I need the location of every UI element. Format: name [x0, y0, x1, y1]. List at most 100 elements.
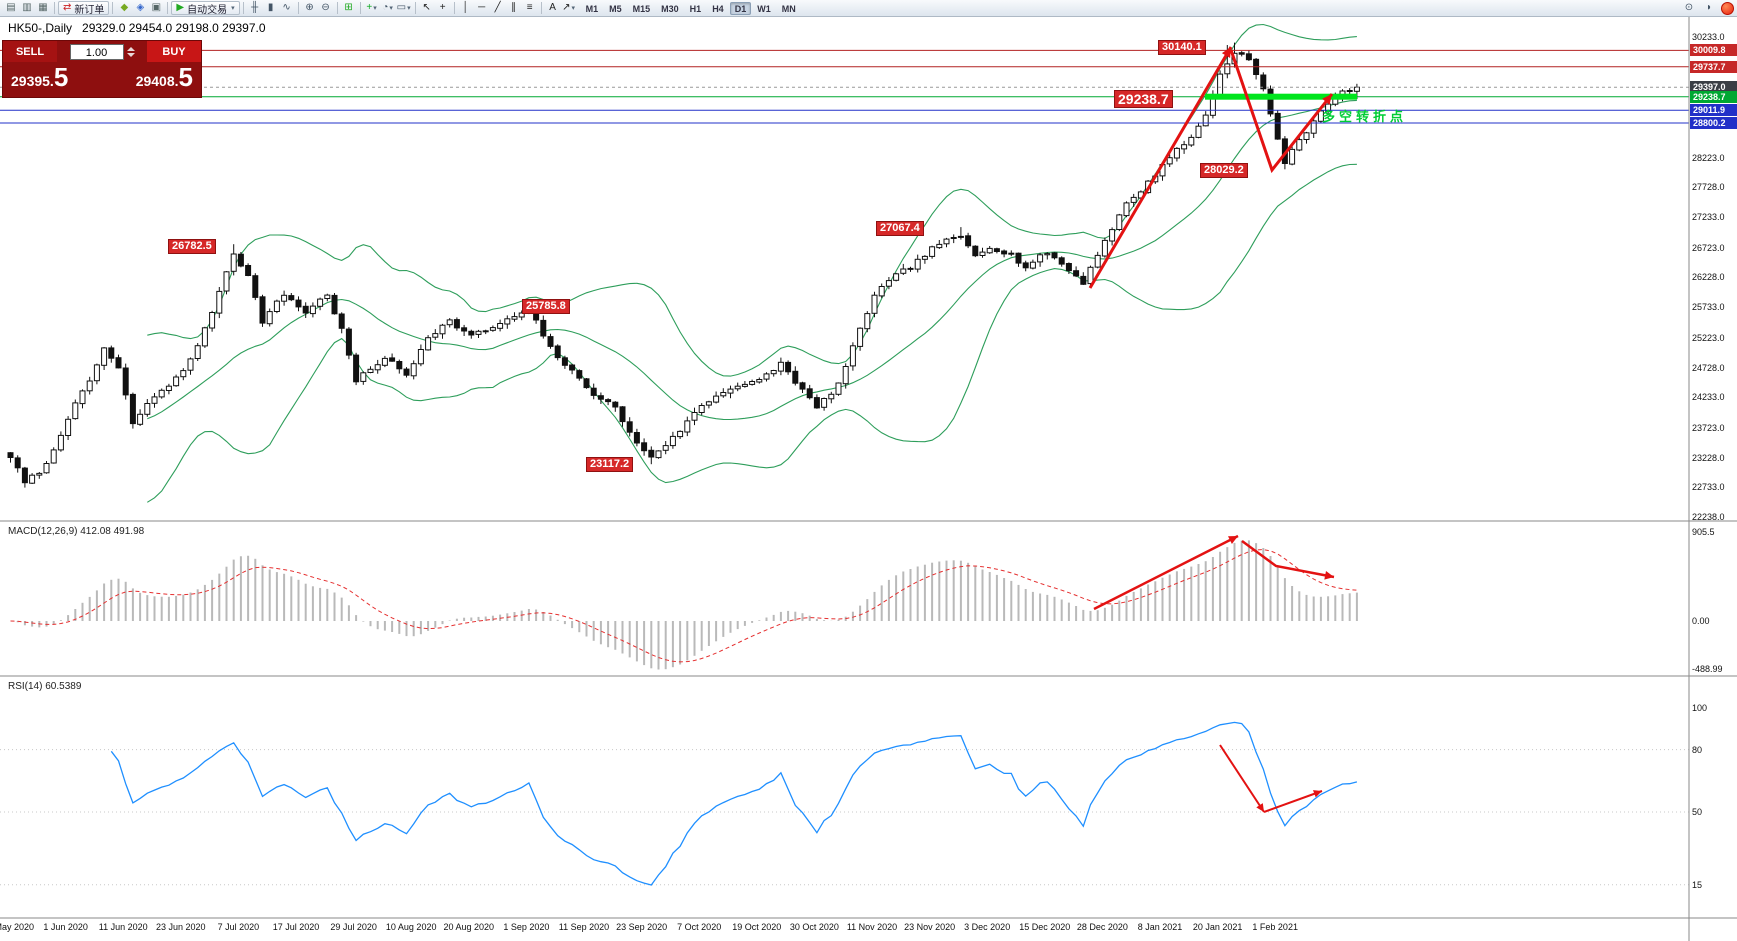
toolbar-separator	[359, 2, 361, 14]
arrows-tool-icon[interactable]: ↗ ▾	[561, 1, 577, 15]
market-watch-icon-glyph: ◈	[136, 2, 145, 13]
market-watch-icon[interactable]: ◈	[132, 1, 148, 15]
toolbar-separator	[112, 2, 114, 14]
buy-button[interactable]: BUY	[147, 41, 201, 62]
toolbar-icon-group: ▤ ▥ ▦ ⇄ 新订单 ◆ ◈ ▣ ▶ 自动交易 ▾ ╫ ▮ ∿ ⊕ ⊖ ⊞ + ▾ ◔ ▾ ▭ ▾ ↖ + │ ─ ╱ ∥ ≡ A ↗ ▾	[3, 1, 577, 16]
notification-badge[interactable]	[1721, 1, 1734, 15]
cursor-icon[interactable]: ↖	[419, 1, 435, 15]
trendline-icon-glyph: ╱	[494, 2, 501, 13]
volume-spinner[interactable]	[126, 46, 135, 57]
auto-trading-button[interactable]: ▶ 自动交易 ▾	[171, 1, 240, 16]
metaeditor-icon-glyph: ◆	[120, 2, 129, 13]
fibonacci-icon-glyph: ≡	[526, 2, 533, 13]
timeframe-button-m5[interactable]: M5	[609, 3, 622, 14]
toolbar-separator	[242, 2, 244, 14]
price-axis[interactable]	[1690, 17, 1737, 941]
volume-up-icon[interactable]	[126, 46, 135, 51]
profiles-icon-glyph: ▥	[22, 2, 32, 13]
chart-list-icon[interactable]: ▦	[35, 1, 51, 15]
auto-trading-glyph: ▶	[176, 2, 185, 13]
fibonacci-icon[interactable]: ≡	[522, 1, 538, 15]
toolbar-separator	[336, 2, 338, 14]
new-order-button[interactable]: ⇄ 新订单	[58, 1, 110, 16]
crosshair-icon[interactable]: +	[435, 1, 451, 15]
tile-windows-icon[interactable]: ⊞	[341, 1, 357, 15]
timeframe-button-d1[interactable]: D1	[729, 1, 752, 15]
periods-icon[interactable]: ◔ ▾	[380, 1, 396, 15]
templates-icon[interactable]: ▭ ▾	[396, 1, 412, 15]
text-tool-icon[interactable]: A	[545, 1, 561, 15]
toolbar-separator	[54, 2, 55, 14]
zoom-out-icon-glyph: ⊖	[321, 2, 330, 13]
chart-list-icon-glyph: ▦	[38, 2, 48, 13]
crosshair-icon-glyph: +	[439, 2, 446, 13]
zoom-in-icon-glyph: ⊕	[305, 2, 314, 13]
periods-icon-glyph: ◔	[382, 2, 389, 13]
timeframe-button-h1[interactable]: H1	[689, 3, 702, 14]
zoom-out-icon[interactable]: ⊖	[318, 1, 334, 15]
channel-icon[interactable]: ∥	[506, 1, 522, 15]
arrows-tool-icon-glyph: ↗	[562, 2, 571, 13]
toolbar: ▤ ▥ ▦ ⇄ 新订单 ◆ ◈ ▣ ▶ 自动交易 ▾ ╫ ▮ ∿ ⊕ ⊖ ⊞ + ▾ ◔ ▾ ▭ ▾ ↖ + │ ─ ╱ ∥ ≡ A ↗ ▾ M…	[0, 0, 1737, 17]
ohlc-values: 29329.0 29454.0 29198.0 29397.0	[82, 21, 266, 35]
tile-windows-icon-glyph: ⊞	[344, 2, 353, 13]
sell-button[interactable]: SELL	[3, 41, 57, 62]
chat-icon[interactable]: ◗	[1701, 1, 1717, 15]
metaeditor-icon[interactable]: ◆	[116, 1, 132, 15]
timeframe-button-h4[interactable]: H4	[712, 3, 724, 14]
timeframe-button-m15[interactable]: M15	[632, 3, 651, 14]
buy-price-main: 29408.	[135, 73, 179, 89]
vertical-line-icon-glyph: │	[462, 2, 469, 13]
line-chart-icon-glyph: ∿	[282, 2, 291, 13]
new-order-button-label: 新订单	[74, 4, 105, 16]
search-icon: ⊙	[1684, 2, 1694, 13]
volume-input[interactable]: 1.00	[69, 43, 124, 60]
chevron-down-icon[interactable]: ▾	[407, 5, 411, 12]
toolbar-separator	[167, 2, 169, 14]
sell-price-pips: 5	[53, 62, 69, 92]
timeframe-button-m1[interactable]: M1	[585, 3, 599, 14]
rsi-indicator-label: RSI(14) 60.5389	[8, 681, 82, 692]
templates-icon-glyph: ▭	[396, 2, 407, 13]
cursor-icon-glyph: ↖	[422, 2, 431, 13]
new-chart-icon-glyph: ▤	[6, 2, 16, 13]
candlestick-chart-icon-glyph: ▮	[267, 2, 274, 13]
chat-icon: ◗	[1705, 2, 1713, 13]
toolbar-separator	[453, 2, 455, 14]
candlestick-chart-icon[interactable]: ▮	[263, 1, 279, 15]
sell-price-main: 29395.	[11, 73, 54, 89]
chevron-down-icon[interactable]: ▾	[571, 5, 576, 12]
buy-price-pips: 5	[178, 62, 193, 92]
symbol-period-label: HK50-,Daily	[8, 21, 73, 35]
toolbar-separator	[414, 2, 416, 14]
chevron-down-icon[interactable]: ▾	[231, 5, 235, 12]
trendline-icon[interactable]: ╱	[490, 1, 506, 15]
auto-trading-button-label: 自动交易	[187, 4, 228, 16]
new-chart-icon[interactable]: ▤	[3, 1, 19, 15]
sell-price[interactable]: 29395.5	[11, 64, 68, 95]
horizontal-line-icon-glyph: ─	[478, 2, 486, 13]
vertical-line-icon[interactable]: │	[458, 1, 474, 15]
timeframe-button-w1[interactable]: W1	[757, 3, 771, 14]
timeframe-toolbar: M1 M5 M15 M30 H1 H4 D1 W1 MN	[581, 1, 801, 15]
data-window-icon-glyph: ▣	[151, 2, 162, 13]
bar-chart-icon[interactable]: ╫	[247, 1, 263, 15]
buy-price[interactable]: 29408.5	[136, 64, 193, 95]
timeframe-button-m30[interactable]: M30	[661, 3, 679, 14]
chevron-down-icon[interactable]: ▾	[373, 5, 377, 12]
new-order-glyph: ⇄	[63, 2, 72, 13]
data-window-icon[interactable]: ▣	[148, 1, 164, 15]
text-tool-icon-glyph: A	[549, 2, 556, 13]
volume-down-icon[interactable]	[126, 52, 135, 57]
horizontal-line-icon[interactable]: ─	[474, 1, 490, 15]
toolbar-separator	[297, 2, 299, 14]
zoom-in-icon[interactable]: ⊕	[302, 1, 318, 15]
indicators-icon[interactable]: + ▾	[364, 1, 380, 15]
timeframe-button-mn[interactable]: MN	[781, 3, 796, 14]
search-icon[interactable]: ⊙	[1681, 1, 1697, 15]
chevron-down-icon[interactable]: ▾	[389, 5, 393, 12]
line-chart-icon[interactable]: ∿	[279, 1, 295, 15]
profiles-icon[interactable]: ▥	[19, 1, 35, 15]
